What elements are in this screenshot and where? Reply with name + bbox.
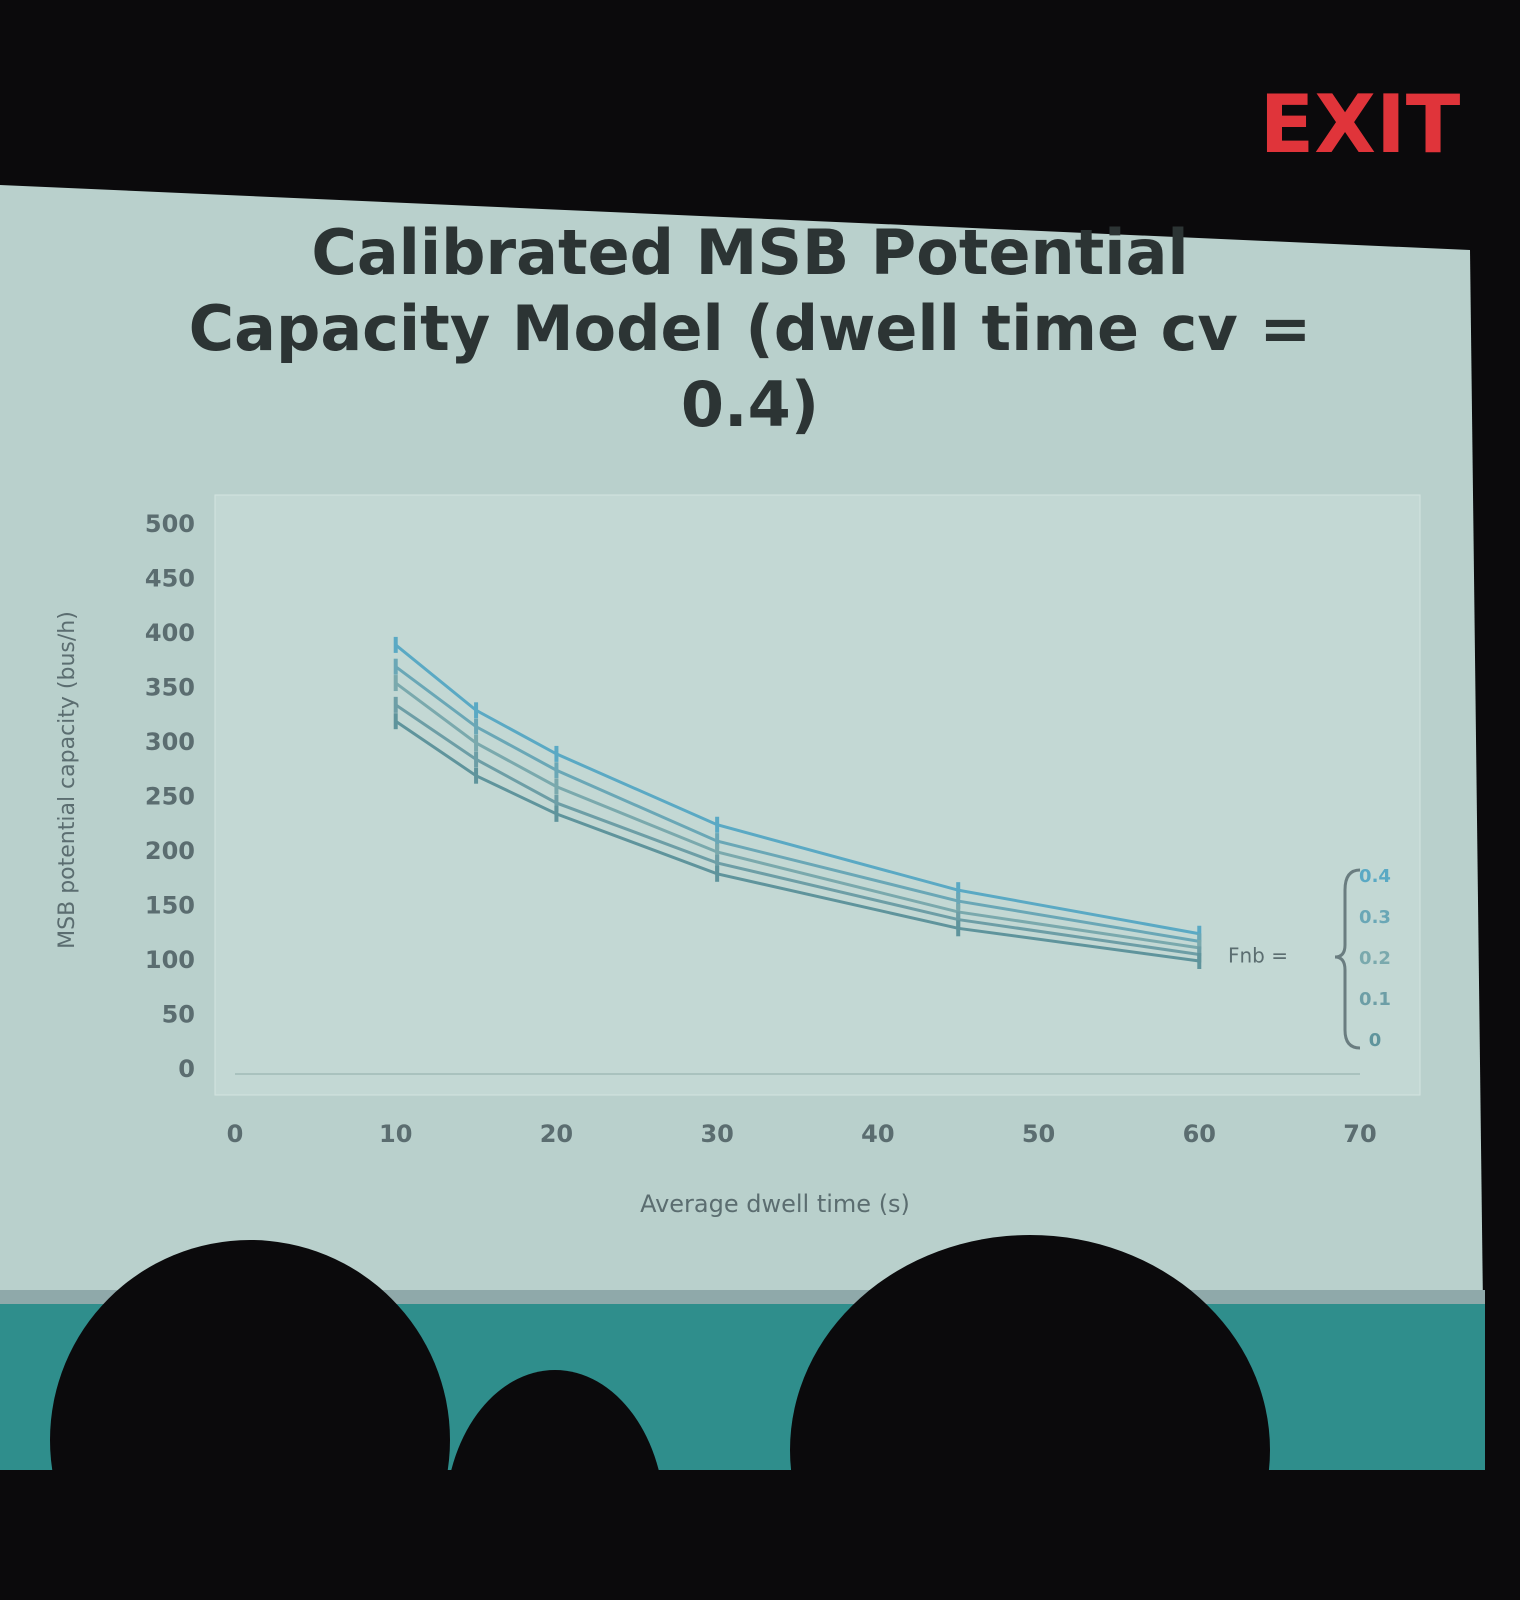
- y-tick-label: 500: [145, 510, 195, 538]
- y-tick-label: 400: [145, 619, 195, 647]
- y-tick-label: 300: [145, 728, 195, 756]
- x-tick-label: 20: [540, 1120, 573, 1148]
- x-tick-label: 30: [700, 1120, 733, 1148]
- y-tick-label: 150: [145, 892, 195, 920]
- x-tick-label: 60: [1183, 1120, 1216, 1148]
- series-line: [394, 681, 1200, 950]
- y-tick-label: 200: [145, 837, 195, 865]
- legend-label: 0.1: [1359, 989, 1391, 1010]
- y-tick-label: 100: [145, 946, 195, 974]
- x-axis-label: Average dwell time (s): [640, 1190, 910, 1218]
- exit-sign: EXIT: [1260, 78, 1461, 171]
- y-tick-label: 450: [145, 565, 195, 593]
- legend-title: Fnb =: [1228, 944, 1288, 968]
- series-line: [394, 719, 1200, 963]
- y-tick-label: 250: [145, 783, 195, 811]
- plot-area: [214, 494, 1421, 1096]
- x-tick-label: 40: [861, 1120, 894, 1148]
- y-tick-label: 350: [145, 674, 195, 702]
- legend-brace: [1334, 868, 1361, 1050]
- x-tick-label: 50: [1022, 1120, 1055, 1148]
- x-tick-label: 70: [1343, 1120, 1376, 1148]
- series-line: [394, 643, 1200, 936]
- legend-label: 0: [1369, 1030, 1382, 1051]
- y-tick-label: 0: [178, 1055, 195, 1083]
- slide-title: Calibrated MSB Potential Capacity Model …: [188, 216, 1312, 441]
- x-tick-label: 10: [379, 1120, 412, 1148]
- legend-label: 0.4: [1359, 866, 1391, 887]
- series-line: [394, 703, 1200, 956]
- legend-label: 0.2: [1359, 948, 1391, 969]
- y-tick-label: 50: [162, 1001, 195, 1029]
- x-tick-label: 0: [227, 1120, 244, 1148]
- audience: [0, 1470, 1520, 1600]
- y-axis-label: MSB potential capacity (bus/h): [55, 611, 80, 949]
- series-line: [394, 665, 1200, 943]
- legend-label: 0.3: [1359, 907, 1391, 928]
